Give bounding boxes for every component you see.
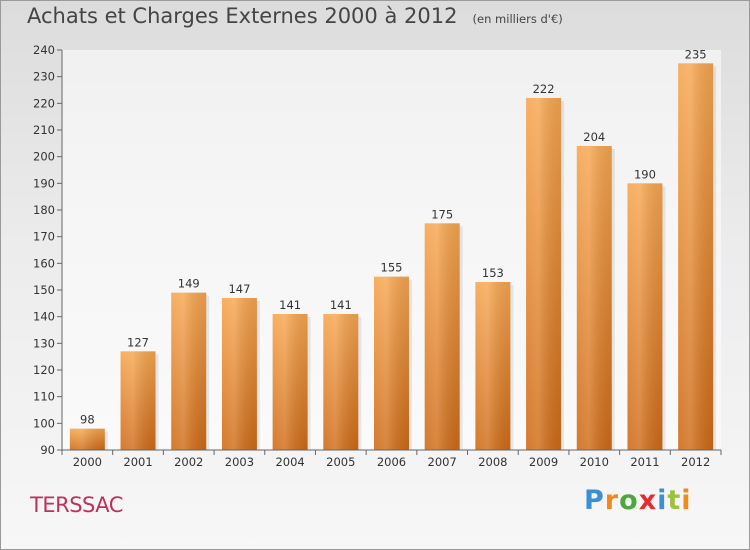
x-tick-label-2009: 2009 [529, 455, 558, 469]
y-tick-label-110: 110 [33, 390, 55, 404]
proxiti-logo: Proxiti [584, 485, 692, 516]
x-tick-label-2011: 2011 [630, 455, 659, 469]
y-tick-label-220: 220 [33, 96, 55, 110]
value-label-2001: 127 [127, 335, 149, 349]
logo-letter: i [681, 485, 692, 516]
axes-group: 90 100 110 120 130 140 150 160 170 180 190 200 210 22… [33, 43, 722, 469]
x-tick-label-2010: 2010 [580, 455, 609, 469]
x-tick-label-2012: 2012 [681, 455, 710, 469]
value-label-2002: 149 [178, 277, 200, 291]
x-tick-label-2007: 2007 [428, 455, 457, 469]
y-tick-label-100: 100 [33, 416, 55, 430]
chart-title: Achats et Charges Externes 2000 à 2012 [27, 4, 458, 28]
bar-highlight [475, 282, 511, 450]
x-tick-label-2003: 2003 [225, 455, 254, 469]
x-tick-label-2006: 2006 [377, 455, 406, 469]
bar-highlight [221, 298, 257, 450]
logo-letter: P [584, 485, 605, 516]
chart-subtitle: (en milliers d'€) [472, 12, 563, 26]
bar-highlight [272, 314, 308, 450]
y-tick-label-120: 120 [33, 363, 55, 377]
logo-letter: o [619, 485, 639, 516]
logo-letter: r [604, 485, 620, 516]
bar-highlight [323, 314, 359, 450]
value-label-2000: 98 [80, 413, 95, 427]
y-tick-label-210: 210 [33, 123, 55, 137]
value-label-2008: 153 [482, 266, 504, 280]
title-block: Achats et Charges Externes 2000 à 2012 (… [27, 4, 563, 28]
bar-highlight [627, 183, 663, 451]
logo-letter: i [657, 485, 668, 516]
x-tick-label-2008: 2008 [478, 455, 507, 469]
x-tick-label-2000: 2000 [73, 455, 102, 469]
logo-letter: x [638, 485, 658, 516]
y-tick-label-230: 230 [33, 70, 55, 84]
value-label-2011: 190 [634, 167, 656, 181]
bar-highlight [424, 223, 460, 450]
bar-highlight [69, 428, 105, 450]
bar-highlight [678, 63, 714, 450]
x-tick-label-2005: 2005 [326, 455, 355, 469]
bar-highlight [526, 98, 562, 450]
value-label-2007: 175 [431, 207, 453, 221]
logo-letter: t [667, 485, 682, 516]
y-tick-label-90: 90 [40, 443, 55, 457]
y-tick-label-160: 160 [33, 256, 55, 270]
value-label-2004: 141 [279, 298, 301, 312]
bar-highlight [171, 292, 207, 450]
y-tick-label-130: 130 [33, 336, 55, 350]
y-tick-label-150: 150 [33, 283, 55, 297]
value-label-2006: 155 [381, 261, 403, 275]
y-tick-label-190: 190 [33, 176, 55, 190]
y-tick-label-180: 180 [33, 203, 55, 217]
x-tick-label-2002: 2002 [174, 455, 203, 469]
bars-group: 98 127 149 147 141 141 155 175 153 222 204 190 235 [69, 47, 717, 451]
bar-highlight [374, 276, 409, 450]
y-tick-label-200: 200 [33, 150, 55, 164]
value-label-2010: 204 [583, 130, 605, 144]
y-tick-label-170: 170 [33, 230, 55, 244]
bar-highlight [576, 146, 612, 450]
x-tick-label-2004: 2004 [275, 455, 304, 469]
value-label-2012: 235 [685, 47, 707, 61]
x-tick-label-2001: 2001 [123, 455, 152, 469]
commune-name: TERSSAC [30, 493, 123, 517]
y-tick-label-240: 240 [33, 43, 55, 57]
bar-highlight [120, 351, 156, 450]
value-label-2009: 222 [533, 82, 555, 96]
y-tick-label-140: 140 [33, 310, 55, 324]
value-label-2005: 141 [330, 298, 352, 312]
value-label-2003: 147 [228, 282, 250, 296]
